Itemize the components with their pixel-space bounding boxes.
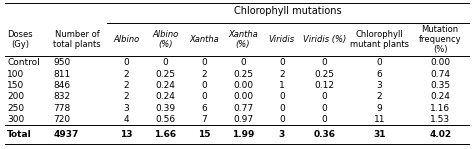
Text: 0.24: 0.24	[155, 81, 175, 90]
Text: 31: 31	[373, 130, 385, 139]
Text: 0: 0	[279, 115, 285, 124]
Text: Albino: Albino	[113, 35, 140, 44]
Text: 6: 6	[201, 104, 207, 113]
Text: 0.00: 0.00	[430, 58, 450, 67]
Text: 4.02: 4.02	[429, 130, 451, 139]
Text: 0.12: 0.12	[314, 81, 334, 90]
Text: 3: 3	[279, 130, 285, 139]
Text: 2: 2	[376, 92, 382, 101]
Text: 13: 13	[120, 130, 133, 139]
Text: 0: 0	[376, 58, 382, 67]
Text: 1.53: 1.53	[430, 115, 450, 124]
Text: 0.39: 0.39	[155, 104, 175, 113]
Text: 0.36: 0.36	[313, 130, 336, 139]
Text: 0: 0	[321, 58, 327, 67]
Text: 7: 7	[201, 115, 207, 124]
Text: 4: 4	[124, 115, 129, 124]
Text: 0: 0	[279, 104, 285, 113]
Text: Number of
total plants: Number of total plants	[54, 30, 101, 49]
Text: 150: 150	[7, 81, 24, 90]
Text: 1.66: 1.66	[154, 130, 176, 139]
Text: 2: 2	[124, 92, 129, 101]
Text: 0: 0	[201, 81, 207, 90]
Text: 0: 0	[279, 58, 285, 67]
Text: Chlorophyll mutations: Chlorophyll mutations	[234, 7, 342, 17]
Text: 0.00: 0.00	[233, 81, 253, 90]
Text: 811: 811	[54, 70, 71, 79]
Text: Xantha: Xantha	[189, 35, 219, 44]
Text: 778: 778	[54, 104, 71, 113]
Text: 0.00: 0.00	[233, 92, 253, 101]
Text: 1.16: 1.16	[430, 104, 450, 113]
Text: Viridis: Viridis	[269, 35, 295, 44]
Text: 1.99: 1.99	[232, 130, 254, 139]
Text: Viridis (%): Viridis (%)	[303, 35, 346, 44]
Text: 300: 300	[7, 115, 24, 124]
Text: Xantha
(%): Xantha (%)	[228, 30, 258, 49]
Text: 0: 0	[201, 58, 207, 67]
Text: 0: 0	[279, 92, 285, 101]
Text: 250: 250	[7, 104, 24, 113]
Text: 4937: 4937	[54, 130, 79, 139]
Text: 3: 3	[376, 81, 382, 90]
Text: 846: 846	[54, 81, 71, 90]
Text: 2: 2	[201, 70, 207, 79]
Text: 0: 0	[240, 58, 246, 67]
Text: 832: 832	[54, 92, 71, 101]
Text: 100: 100	[7, 70, 24, 79]
Text: 0: 0	[321, 104, 327, 113]
Text: 2: 2	[124, 70, 129, 79]
Text: 15: 15	[198, 130, 210, 139]
Text: 0.35: 0.35	[430, 81, 450, 90]
Text: Total: Total	[7, 130, 32, 139]
Text: Chlorophyll
mutant plants: Chlorophyll mutant plants	[350, 30, 409, 49]
Text: Mutation
frequency
(%): Mutation frequency (%)	[419, 25, 462, 54]
Text: 200: 200	[7, 92, 24, 101]
Text: 0.25: 0.25	[233, 70, 253, 79]
Text: 0.97: 0.97	[233, 115, 253, 124]
Text: 0.56: 0.56	[155, 115, 175, 124]
Text: 0.74: 0.74	[430, 70, 450, 79]
Text: Albino
(%): Albino (%)	[152, 30, 178, 49]
Text: 720: 720	[54, 115, 71, 124]
Text: 0.25: 0.25	[155, 70, 175, 79]
Text: 1: 1	[279, 81, 285, 90]
Text: 0: 0	[201, 92, 207, 101]
Text: 6: 6	[376, 70, 382, 79]
Text: 0.24: 0.24	[430, 92, 450, 101]
Text: 9: 9	[376, 104, 382, 113]
Text: 0: 0	[124, 58, 129, 67]
Text: 0: 0	[321, 115, 327, 124]
Text: 2: 2	[279, 70, 284, 79]
Text: 2: 2	[124, 81, 129, 90]
Text: 0: 0	[321, 92, 327, 101]
Text: 0.77: 0.77	[233, 104, 253, 113]
Text: 0.25: 0.25	[314, 70, 334, 79]
Text: 3: 3	[124, 104, 129, 113]
Text: 11: 11	[374, 115, 385, 124]
Text: Doses
(Gy): Doses (Gy)	[7, 30, 33, 49]
Text: 0: 0	[163, 58, 168, 67]
Text: 950: 950	[54, 58, 71, 67]
Text: Control: Control	[7, 58, 40, 67]
Text: 0.24: 0.24	[155, 92, 175, 101]
